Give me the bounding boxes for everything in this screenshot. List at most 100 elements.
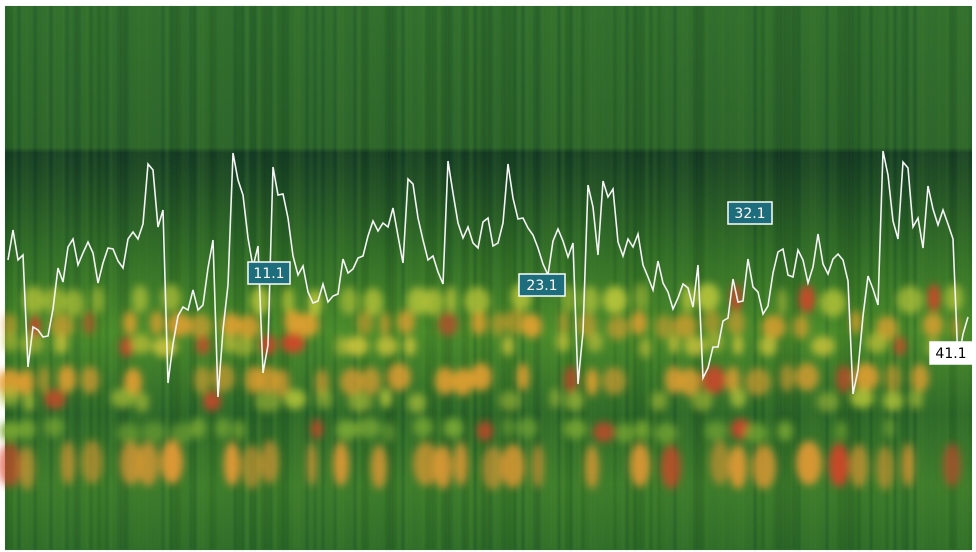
marker-label: 32.1 bbox=[734, 206, 765, 222]
energy-blob bbox=[669, 334, 679, 354]
energy-blob bbox=[502, 417, 514, 437]
energy-blob bbox=[336, 420, 358, 440]
streak bbox=[134, 6, 136, 550]
energy-blob bbox=[796, 441, 822, 485]
streak bbox=[410, 6, 412, 550]
streak bbox=[438, 6, 440, 550]
streak bbox=[922, 6, 924, 550]
energy-blob bbox=[635, 420, 649, 440]
streak bbox=[418, 6, 420, 550]
streak bbox=[834, 6, 836, 550]
energy-blob bbox=[355, 418, 381, 438]
energy-blob bbox=[307, 442, 317, 486]
energy-blob bbox=[464, 287, 490, 315]
pitch-trace bbox=[7, 150, 969, 398]
energy-blob bbox=[167, 313, 191, 337]
energy-blob bbox=[585, 445, 599, 489]
energy-blob bbox=[383, 422, 395, 442]
energy-blob bbox=[556, 332, 570, 352]
energy-blob bbox=[81, 440, 103, 484]
energy-blob bbox=[170, 423, 194, 443]
streak bbox=[86, 6, 88, 550]
energy-blob bbox=[371, 445, 387, 489]
streak bbox=[502, 6, 504, 550]
streak bbox=[38, 6, 40, 550]
streak bbox=[342, 6, 344, 550]
energy-blob bbox=[0, 387, 20, 407]
streak bbox=[390, 6, 392, 550]
energy-blob bbox=[357, 311, 373, 335]
energy-blob bbox=[211, 364, 235, 392]
streak bbox=[138, 6, 140, 550]
streak bbox=[482, 6, 484, 550]
energy-blob bbox=[665, 366, 683, 394]
energy-blob bbox=[559, 311, 569, 335]
streak bbox=[478, 6, 480, 550]
energy-blob bbox=[586, 368, 598, 396]
streak bbox=[130, 6, 132, 550]
energy-blob bbox=[363, 288, 383, 316]
energy-blob bbox=[516, 418, 538, 438]
streak bbox=[90, 6, 92, 550]
energy-blob bbox=[733, 335, 743, 355]
streak bbox=[166, 6, 168, 550]
streak bbox=[514, 6, 516, 550]
streak bbox=[434, 6, 436, 550]
marker-box bbox=[727, 201, 773, 225]
streak bbox=[10, 6, 12, 550]
streak bbox=[510, 6, 512, 550]
streak bbox=[962, 6, 964, 550]
streak bbox=[902, 6, 904, 550]
energy-blob bbox=[215, 418, 231, 438]
energy-blob bbox=[453, 368, 473, 396]
energy-blob bbox=[340, 368, 364, 396]
marker-label: 23.1 bbox=[526, 278, 557, 294]
energy-blob bbox=[361, 367, 381, 395]
energy-blob bbox=[651, 391, 667, 411]
energy-blob bbox=[654, 423, 678, 443]
streak bbox=[726, 6, 728, 550]
energy-blob bbox=[593, 422, 615, 442]
energy-blob bbox=[471, 311, 487, 335]
streak bbox=[174, 6, 176, 550]
streak bbox=[498, 6, 500, 550]
streak bbox=[26, 6, 28, 550]
energy-blob bbox=[161, 440, 183, 484]
energy-blob bbox=[945, 284, 963, 312]
streak bbox=[690, 6, 692, 550]
streak bbox=[714, 6, 716, 550]
streak bbox=[306, 6, 308, 550]
streak bbox=[578, 6, 580, 550]
streak bbox=[318, 6, 320, 550]
streak bbox=[118, 6, 120, 550]
energy-blob bbox=[233, 420, 245, 440]
streak bbox=[194, 6, 196, 550]
energy-blob bbox=[577, 313, 597, 337]
streak bbox=[338, 6, 340, 550]
streak bbox=[598, 6, 600, 550]
energy-blob bbox=[61, 441, 75, 485]
energy-blob bbox=[762, 315, 786, 339]
streak bbox=[838, 6, 840, 550]
energy-blob bbox=[673, 314, 697, 338]
streak bbox=[918, 6, 920, 550]
streak bbox=[926, 6, 928, 550]
energy-blob bbox=[630, 443, 650, 487]
energy-blob bbox=[587, 332, 603, 352]
streak bbox=[790, 6, 792, 550]
streak bbox=[198, 6, 200, 550]
streak bbox=[34, 6, 36, 550]
streak bbox=[826, 6, 828, 550]
energy-blob bbox=[0, 421, 20, 441]
energy-blob bbox=[423, 288, 443, 316]
streak bbox=[226, 6, 228, 550]
energy-blob bbox=[137, 442, 159, 486]
streak bbox=[666, 6, 668, 550]
streak bbox=[718, 6, 720, 550]
streak bbox=[30, 6, 32, 550]
streak bbox=[182, 6, 184, 550]
streak bbox=[722, 6, 724, 550]
streak bbox=[58, 6, 60, 550]
streak bbox=[394, 6, 396, 550]
energy-blob bbox=[482, 446, 504, 490]
